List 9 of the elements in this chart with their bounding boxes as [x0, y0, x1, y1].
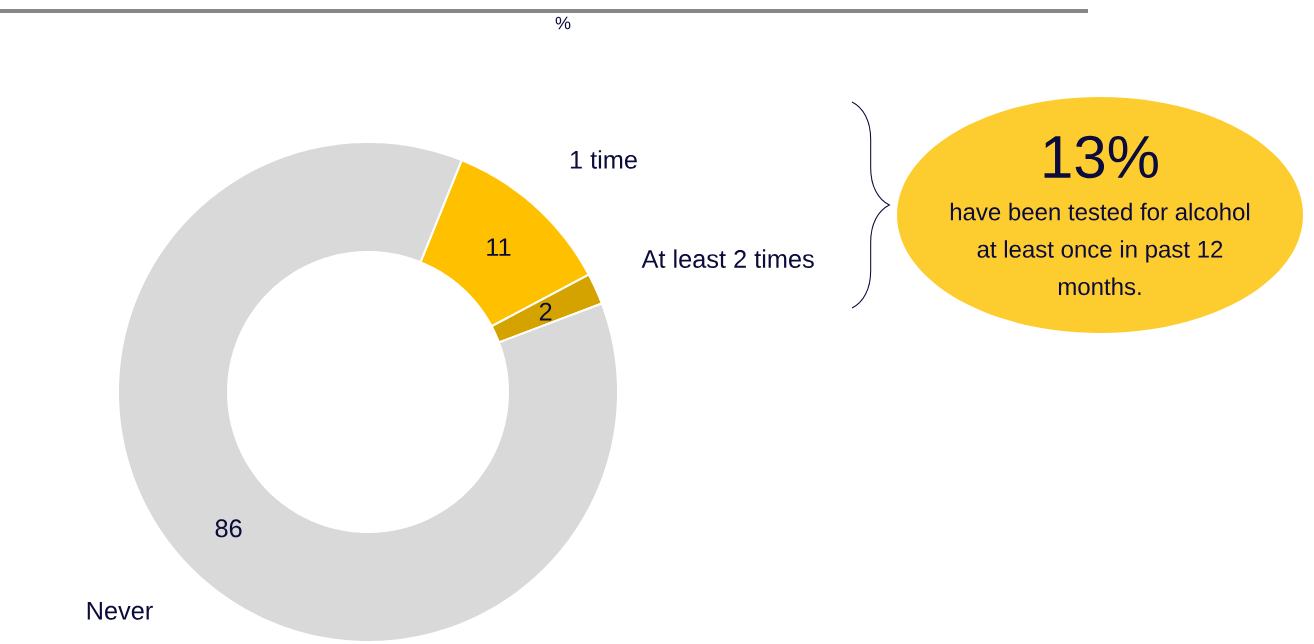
data-label: 2 — [539, 302, 552, 321]
chart-title: % — [555, 16, 571, 30]
text: 13% — [1044, 135, 1158, 179]
data-label: 11 — [487, 238, 511, 256]
text: have been tested for alcohol at least once in past 12 months. — [950, 202, 1250, 296]
data-label: 86 — [215, 519, 242, 538]
slice-label: At least 2 times — [641, 249, 814, 268]
slice-label: 1 time — [570, 150, 637, 169]
slice-label: Never — [87, 602, 153, 620]
